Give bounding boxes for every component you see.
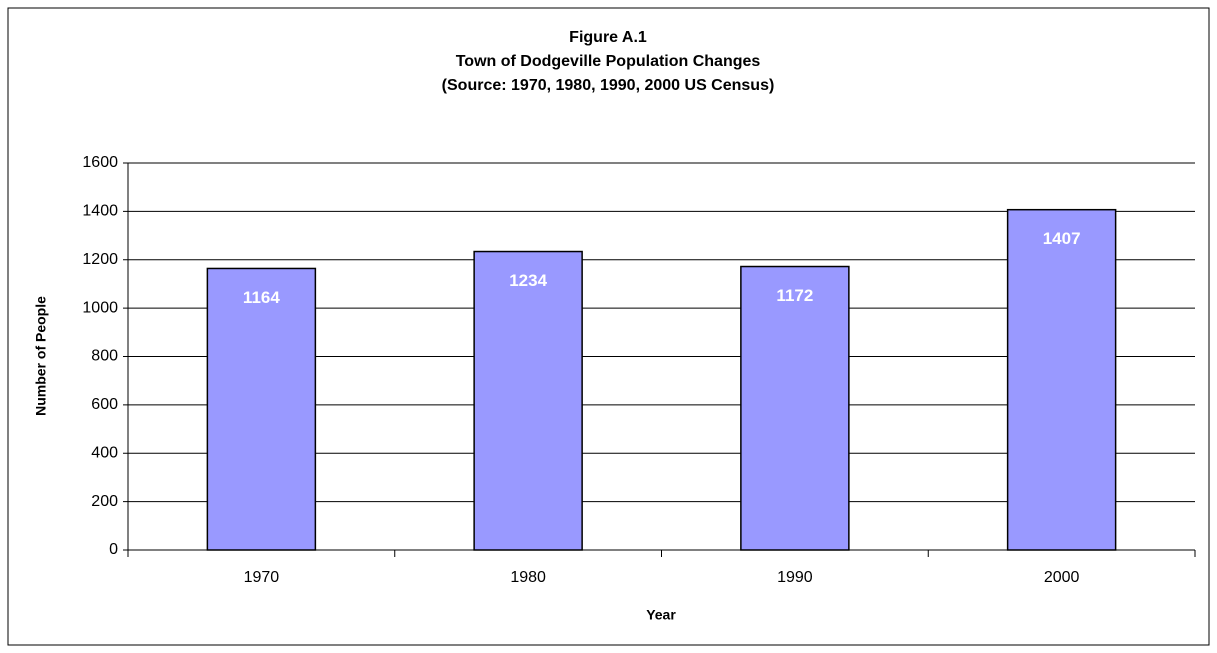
data-label: 1164: [243, 288, 280, 307]
y-tick-label: 200: [91, 493, 118, 510]
chart-title: Town of Dodgeville Population Changes: [456, 53, 761, 70]
y-tick-label: 400: [91, 444, 118, 461]
y-tick-label: 1600: [82, 154, 118, 171]
x-tick-label: 2000: [1044, 569, 1080, 586]
x-tick-label: 1980: [510, 569, 546, 586]
y-tick-label: 800: [91, 348, 118, 365]
chart-title: (Source: 1970, 1980, 1990, 2000 US Censu…: [442, 77, 775, 94]
y-tick-label: 1000: [82, 299, 118, 316]
y-axis-label: Number of People: [33, 296, 49, 416]
x-tick-label: 1970: [244, 569, 280, 586]
chart-title: Figure A.1: [569, 29, 647, 46]
bar: [1006, 208, 1117, 551]
data-label: 1172: [776, 286, 813, 305]
data-label: 1407: [1043, 229, 1081, 248]
data-label: 1234: [509, 271, 547, 290]
bar: [206, 267, 317, 551]
y-tick-label: 1400: [82, 203, 118, 220]
x-axis-label: Year: [646, 607, 676, 623]
y-tick-label: 600: [91, 396, 118, 413]
y-tick-label: 1200: [82, 251, 118, 268]
bar: [473, 250, 583, 551]
y-tick-label: 0: [109, 541, 118, 558]
bar: [740, 265, 850, 551]
x-tick-label: 1990: [777, 569, 813, 586]
